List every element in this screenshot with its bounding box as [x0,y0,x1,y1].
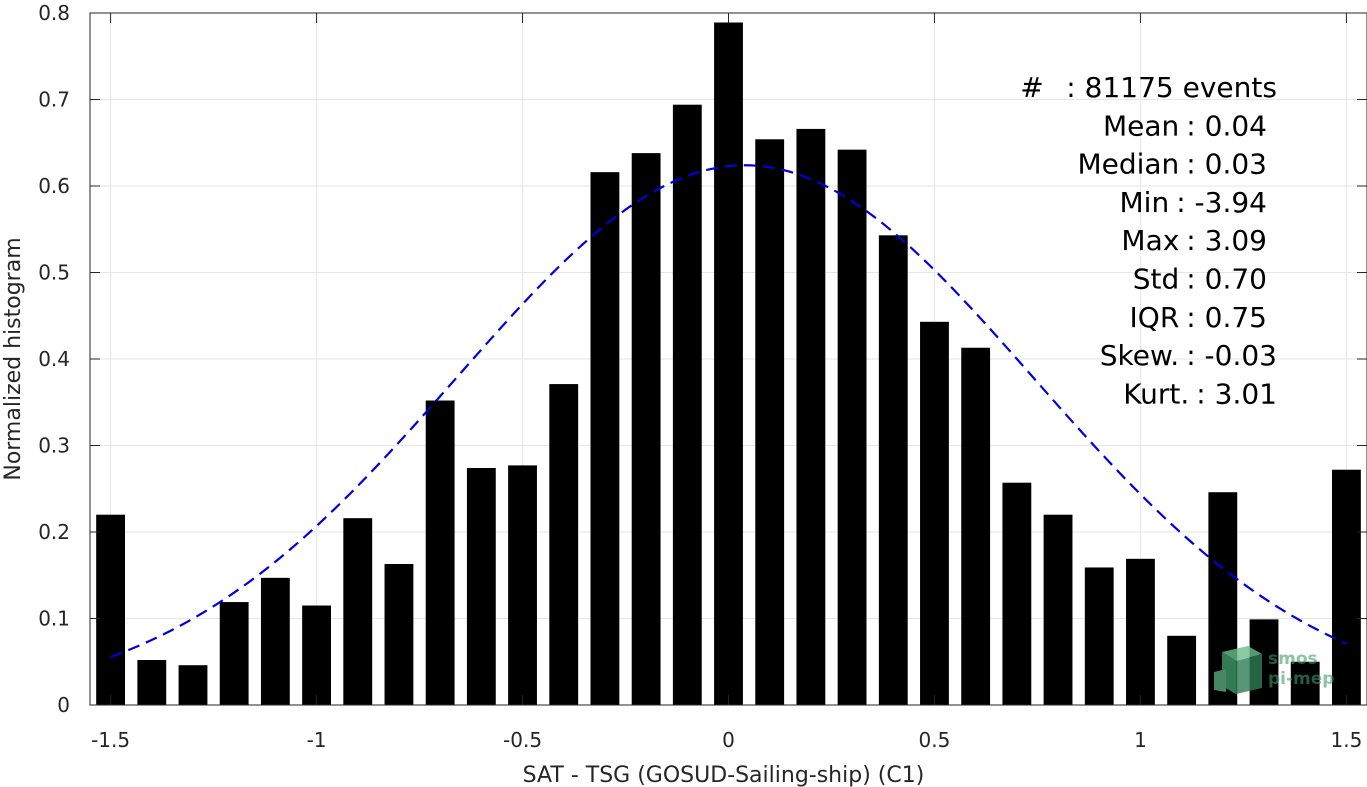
stat-label: Median [1077,148,1179,181]
stat-value: : 0.03 [1186,148,1267,181]
histogram-bar [219,602,249,705]
stat-label: Mean [1103,109,1179,142]
y-tick-labels: 0 0.1 0.2 0.3 0.4 0.5 0.6 0.7 0.8 [38,1,70,717]
x-tick-label: 0.5 [919,728,951,752]
stat-label: # [1020,71,1043,104]
logo-text-line2: pi-mep [1268,669,1334,689]
y-tick-label: 0.2 [38,520,70,544]
axis-ticks [90,12,1367,706]
histogram-bar [1002,482,1032,705]
logo-text-line1: smos [1268,649,1318,669]
stat-line: Min: -3.94 [1120,186,1267,219]
stat-value: : 81175 events [1066,71,1277,104]
histogram-bar [1290,661,1320,705]
stat-label: Max [1121,224,1179,257]
histogram-bar [961,347,991,705]
histogram-bar [508,465,537,705]
histogram-bar [920,321,949,705]
stat-value: : 0.75 [1186,301,1267,334]
x-tick-labels: -1.5 -1 -0.5 0 0.5 1 1.5 [91,728,1362,752]
histogram-bar [425,400,455,705]
stat-line: Kurt.: 3.01 [1123,377,1277,410]
histogram-bar [343,518,373,705]
stat-line: Max: 3.09 [1121,224,1267,257]
histogram-bar [1331,469,1361,705]
x-tick-label: 0 [722,728,735,752]
stat-label: Kurt. [1123,377,1189,410]
stat-value: : 0.70 [1186,263,1267,296]
stat-value: : 3.09 [1186,224,1267,257]
histogram-bar [837,149,867,706]
stat-value: : 0.04 [1186,109,1267,142]
y-tick-label: 0 [57,693,70,717]
x-tick-label: -1.5 [91,728,130,752]
y-axis-title: Normalized histogram [1,237,26,480]
stat-line: IQR: 0.75 [1130,301,1267,334]
histogram-bar [178,665,208,705]
stat-label: Std [1133,263,1180,296]
histogram-bar [1084,567,1114,705]
x-axis-title: SAT - TSG (GOSUD-Sailing-ship) (C1) [523,763,925,787]
stat-value: : -0.03 [1186,339,1277,372]
histogram-bars [96,22,1361,706]
y-tick-label: 0.8 [38,1,70,25]
histogram-bar [631,153,661,705]
histogram-bar [672,104,702,705]
stat-label: Min [1120,186,1170,219]
stat-value: : 3.01 [1196,377,1277,410]
histogram-bar [755,139,785,706]
histogram-bar [1126,558,1155,705]
x-tick-label: -0.5 [503,728,542,752]
stat-line: Skew.: -0.03 [1100,339,1277,372]
y-tick-label: 0.7 [38,88,70,112]
stat-label: IQR [1130,301,1180,334]
y-tick-label: 0.4 [38,347,70,371]
stat-value: : -3.94 [1176,186,1267,219]
histogram-bar [466,467,496,705]
histogram-bar [878,235,908,705]
gaussian-fit-curve [110,164,1347,659]
stat-line: Mean: 0.04 [1103,109,1267,142]
histogram-bar [1043,514,1073,705]
y-tick-label: 0.1 [38,607,70,631]
histogram-bar [260,577,290,705]
stat-label: Skew. [1100,339,1179,372]
y-tick-label: 0.3 [38,434,70,458]
histogram-bar [549,384,579,705]
y-tick-label: 0.5 [38,261,70,285]
histogram-bar [137,660,167,705]
smos-pimep-logo: smos pi-mep [1214,646,1334,694]
x-tick-label: -1 [307,728,327,752]
histogram-bar [590,172,620,705]
histogram-bar [796,128,826,705]
cube-logo-icon [1214,646,1262,694]
histogram-bar [96,514,126,705]
x-tick-label: 1 [1134,728,1147,752]
stat-line: Median: 0.03 [1077,148,1267,181]
histogram-bar [384,564,414,705]
histogram-bar [714,22,743,705]
stat-line: # : 81175 events [1020,71,1277,104]
histogram-bar [302,605,331,705]
stat-line: Std: 0.70 [1133,263,1267,296]
x-tick-label: 1.5 [1330,728,1362,752]
histogram-bar [1167,635,1197,705]
y-tick-label: 0.6 [38,174,70,198]
